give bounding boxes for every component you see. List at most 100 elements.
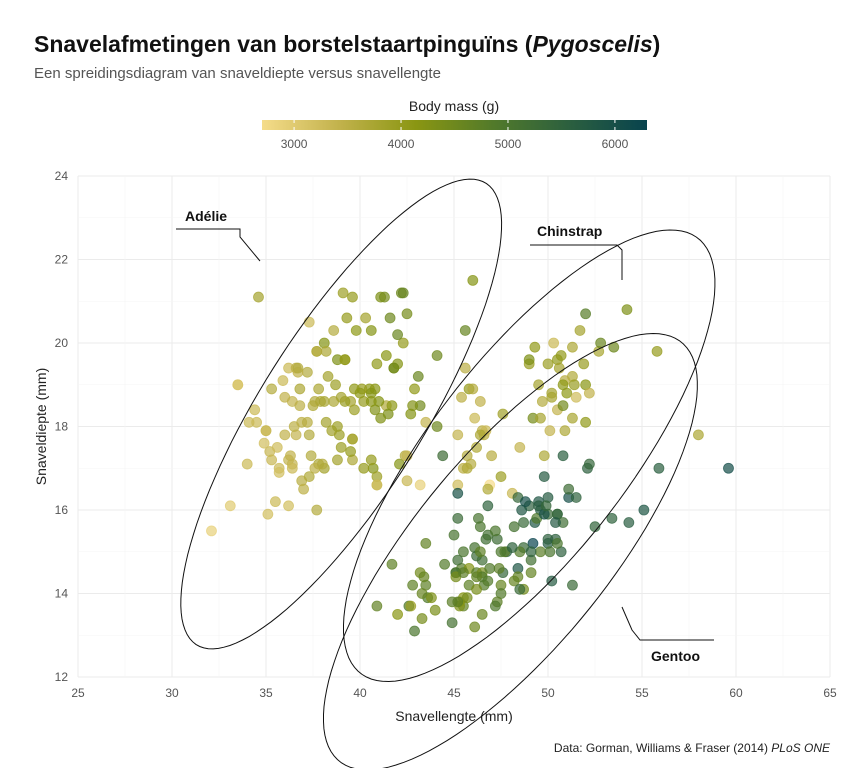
legend-tick-label: 3000 (281, 137, 308, 151)
data-point (365, 325, 377, 336)
data-point (258, 437, 270, 449)
data-point (482, 500, 494, 512)
data-point (538, 471, 550, 483)
data-point (262, 508, 274, 520)
data-point (341, 312, 353, 324)
data-point (489, 600, 501, 612)
data-point (335, 391, 347, 403)
x-tick-label: 30 (165, 686, 179, 700)
data-point (471, 441, 482, 453)
data-point (260, 425, 272, 437)
data-point (563, 483, 575, 495)
data-point (271, 441, 283, 453)
data-point (557, 400, 569, 412)
annotation-label: Gentoo (651, 648, 700, 664)
data-point (253, 291, 264, 303)
data-point (382, 408, 394, 420)
series-adlie (206, 274, 479, 537)
data-point (723, 462, 734, 474)
data-point (303, 429, 315, 441)
data-point (232, 379, 244, 391)
data-point (416, 588, 428, 599)
data-point (621, 304, 633, 316)
data-point (409, 625, 420, 637)
data-point (651, 345, 663, 357)
data-point (279, 429, 291, 441)
annotation-leader-line (176, 228, 261, 262)
data-point (474, 521, 486, 533)
data-point (286, 462, 298, 474)
series-gentoo (371, 450, 734, 637)
data-point (574, 325, 586, 336)
data-point (266, 383, 278, 395)
data-point (380, 350, 392, 361)
y-tick-label: 14 (55, 587, 69, 601)
data-point (437, 450, 449, 462)
data-point (580, 308, 591, 320)
data-point (305, 450, 317, 462)
data-point (277, 375, 289, 386)
data-point (320, 416, 332, 428)
data-point (279, 391, 291, 403)
y-tick-label: 20 (55, 336, 69, 350)
data-point (557, 450, 569, 462)
data-point (448, 529, 460, 541)
legend-tick-label: 4000 (388, 137, 415, 151)
data-point (371, 600, 383, 612)
data-point (412, 370, 424, 382)
data-point (567, 412, 578, 424)
data-point (360, 312, 372, 324)
x-tick-label: 45 (447, 686, 461, 700)
data-point (546, 575, 558, 587)
data-point (371, 358, 383, 370)
data-point (249, 404, 261, 416)
data-point (533, 379, 544, 391)
data-point (467, 274, 479, 286)
x-tick-label: 40 (353, 686, 367, 700)
data-point (514, 441, 526, 453)
data-point (484, 563, 496, 574)
data-point (332, 454, 343, 466)
data-point (429, 604, 441, 616)
data-point (392, 329, 404, 341)
data-point (506, 542, 518, 553)
data-point (482, 575, 494, 587)
data-point (520, 496, 531, 508)
legend-tick-label: 6000 (602, 137, 629, 151)
x-tick-label: 25 (71, 686, 85, 700)
data-point (546, 391, 558, 403)
data-point (623, 517, 635, 528)
data-point (471, 583, 482, 595)
data-point (401, 475, 413, 487)
x-tick-label: 60 (729, 686, 743, 700)
data-point (583, 458, 595, 470)
data-point (345, 446, 357, 457)
data-point (298, 483, 310, 495)
x-tick-label: 65 (823, 686, 837, 700)
data-point (542, 358, 554, 370)
data-point (452, 512, 464, 524)
data-point (456, 391, 467, 403)
data-point (337, 287, 349, 299)
data-point (446, 617, 458, 629)
data-point (535, 546, 546, 558)
data-point (474, 546, 486, 558)
data-point (544, 546, 556, 558)
data-point (508, 521, 520, 533)
data-point (471, 571, 482, 583)
data-point (482, 483, 494, 495)
data-point (206, 525, 217, 537)
y-tick-label: 18 (55, 420, 69, 434)
ellipse-gentoo (323, 332, 698, 768)
annotation-leader-line (621, 606, 714, 641)
data-point (439, 558, 451, 570)
data-point (301, 366, 313, 378)
data-point (332, 421, 343, 432)
data-point (301, 416, 313, 428)
data-point (347, 433, 358, 445)
legend-colorbar (262, 120, 647, 130)
data-point (407, 579, 419, 591)
x-tick-label: 55 (635, 686, 649, 700)
data-point (486, 450, 498, 462)
data-point (303, 471, 315, 483)
